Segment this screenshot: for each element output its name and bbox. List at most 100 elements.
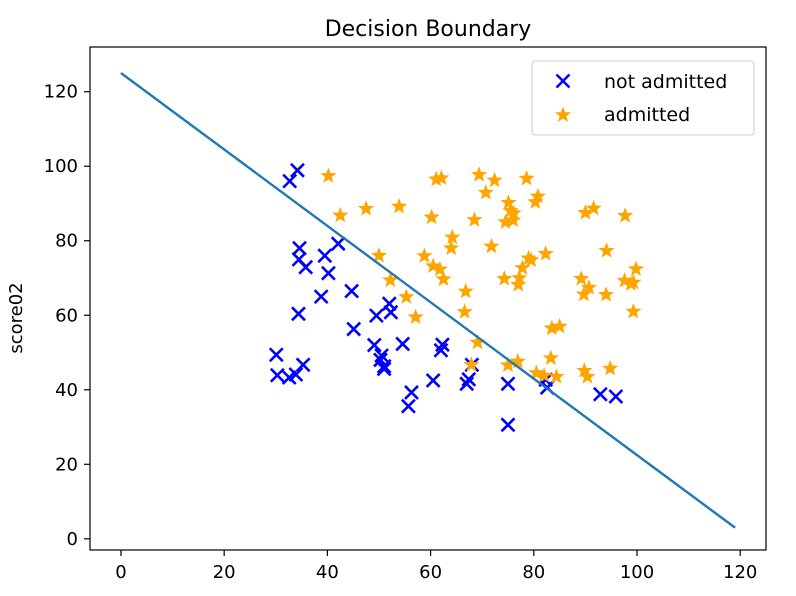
data-point [486,171,503,188]
legend-item-not-admitted: not admitted [555,71,727,93]
data-point [573,270,590,286]
data-point [433,169,450,186]
data-point [457,282,474,299]
data-point [295,357,311,373]
data-point [435,337,450,353]
data-point [443,239,460,256]
data-point [625,303,642,319]
x-tick-label: 0 [115,562,126,583]
data-point [469,333,486,350]
data-point [320,265,336,281]
legend: not admitted admitted [531,60,755,136]
data-point [376,358,392,374]
data-point [528,364,545,380]
data-point [471,166,488,182]
data-point [592,386,608,402]
data-point [346,321,362,337]
data-point [511,269,528,285]
data-point [597,286,615,302]
data-point [366,337,382,353]
data-point [376,361,392,377]
data-point [269,367,285,383]
data-point [500,417,516,433]
data-point [317,248,333,264]
data-point [444,228,461,245]
legend-label-not-admitted: not admitted [604,71,727,93]
data-point [537,245,554,261]
data-point [428,170,445,187]
data-point [575,285,592,302]
legend-box [531,60,755,136]
decision-boundary-line [120,72,736,529]
data-point [456,303,473,319]
data-point [543,319,560,336]
series-not-admitted [268,162,624,433]
x-tick-label: 40 [316,562,339,583]
data-point [608,389,624,404]
data-point [423,208,440,225]
legend-marker-star-icon [554,106,572,122]
data-point [577,204,594,220]
data-point [551,317,568,334]
data-point [585,199,602,216]
data-point [576,362,593,378]
y-tick-label: 40 [55,380,78,401]
data-point [425,257,442,273]
data-point [627,260,645,276]
data-point [542,349,559,365]
data-point [518,170,535,186]
data-point [290,162,305,178]
data-point [523,251,540,267]
x-tick-label: 120 [723,562,757,583]
legend-star-mark [554,106,572,122]
data-point [416,247,433,263]
data-point [291,251,307,267]
data-point [500,194,517,210]
plot-area [120,72,736,529]
data-point [598,242,615,258]
data-point [499,356,517,373]
data-point [463,356,480,372]
data-point [357,200,375,216]
data-point [400,398,416,414]
data-point [407,308,424,325]
chart-title: Decision Boundary [325,17,532,42]
data-point [510,276,527,292]
data-point [431,260,448,277]
data-point [514,259,531,275]
data-point [461,371,477,387]
data-point [425,373,441,388]
data-point [505,211,522,228]
data-point [381,296,397,312]
data-point [580,279,598,295]
y-tick-label: 100 [44,156,78,177]
data-point [616,272,633,288]
data-point [509,352,526,369]
x-tick-label: 80 [522,562,545,583]
data-point [502,202,519,218]
data-point [459,376,475,392]
legend-label-admitted: admitted [604,104,690,126]
data-point [536,367,553,383]
data-point [282,173,298,189]
y-tick-label: 60 [55,305,78,326]
data-point [529,187,546,204]
legend-marker-x-icon [555,73,571,89]
data-point [500,376,516,392]
data-point [435,270,452,286]
data-point [404,384,419,400]
data-point [382,271,399,288]
data-point [622,275,639,291]
data-point [281,370,297,385]
legend-x-mark [555,73,571,89]
data-point [395,336,411,352]
y-tick-label: 0 [67,529,78,550]
data-point [291,306,306,322]
legend-item-admitted: admitted [554,104,690,126]
y-tick-label: 20 [55,454,78,475]
axes-frame [89,46,767,551]
data-point [527,193,544,209]
data-point [477,184,494,200]
data-point [344,283,360,299]
